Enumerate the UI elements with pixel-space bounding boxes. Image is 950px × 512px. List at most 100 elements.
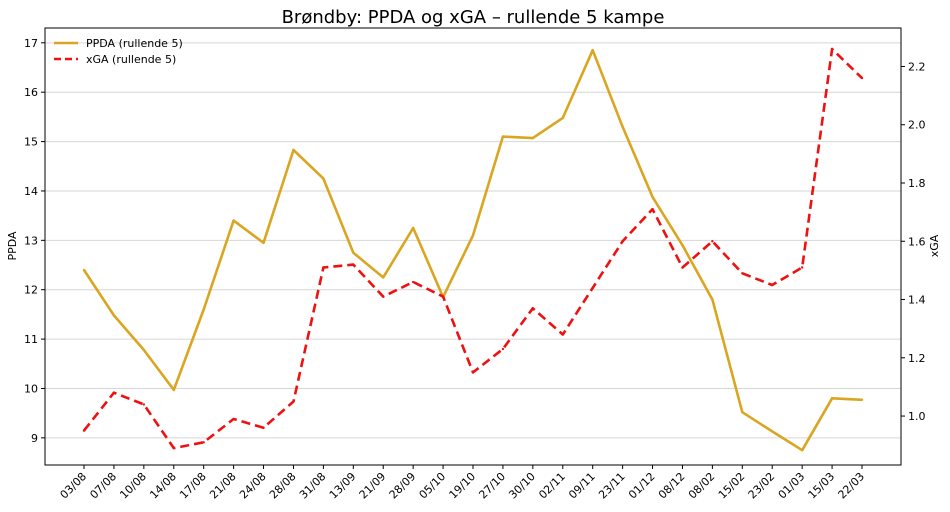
left-tick-label: 15 — [24, 136, 38, 149]
left-tick-label: 16 — [24, 86, 38, 99]
xga-point — [651, 208, 654, 211]
xga-point — [561, 333, 564, 336]
legend-label-xga: xGA (rullende 5) — [86, 53, 176, 66]
ppda-point — [471, 234, 475, 237]
left-axis-label: PPDA — [6, 231, 19, 261]
xga-point — [471, 371, 475, 374]
right-axis: 1.0 1.2 1.4 1.6 1.8 2.0 2.2 — [901, 60, 926, 423]
xga-point — [591, 286, 594, 290]
ppda-point — [681, 244, 684, 247]
x-tick-label: 21/08 — [207, 470, 239, 502]
x-tick-label: 05/10 — [417, 470, 449, 502]
ppda-point — [860, 398, 864, 402]
x-tick-label: 31/08 — [297, 470, 329, 502]
xga-point — [322, 266, 325, 269]
ppda-point — [771, 430, 774, 433]
ppda-point — [382, 276, 385, 279]
xga-point — [382, 295, 385, 298]
series-line-ppda — [82, 48, 863, 452]
left-tick-label: 11 — [24, 333, 38, 346]
x-tick-label: 02/11 — [536, 470, 568, 502]
xga-point — [711, 240, 714, 243]
x-tick-label: 19/10 — [447, 470, 479, 502]
x-tick-label: 10/08 — [117, 470, 149, 502]
xga-point — [112, 391, 116, 394]
x-tick-label: 22/03 — [836, 470, 868, 502]
right-tick-label: 1.4 — [908, 294, 926, 307]
x-tick-label: 01/12 — [626, 470, 658, 502]
xga-point — [172, 446, 175, 450]
ppda-point — [830, 397, 834, 400]
xga-point — [352, 263, 355, 266]
ppda-point — [292, 148, 295, 152]
xga-point — [411, 280, 415, 284]
xga-point — [860, 76, 864, 80]
xga-point — [800, 266, 804, 269]
x-tick-label: 08/12 — [656, 470, 688, 502]
x-tick-label: 14/08 — [147, 470, 179, 502]
x-tick-label: 15/02 — [716, 470, 748, 502]
gridlines — [45, 42, 901, 439]
left-tick-label: 9 — [31, 432, 38, 445]
left-tick-label: 17 — [24, 37, 38, 50]
x-tick-label: 17/08 — [177, 470, 209, 502]
series-layer — [82, 47, 864, 452]
ppda-point — [800, 448, 804, 452]
ppda-point — [501, 135, 505, 138]
x-tick-label: 03/08 — [58, 470, 90, 502]
xga-point — [830, 47, 834, 51]
right-tick-label: 1.8 — [908, 177, 926, 190]
x-tick-label: 27/10 — [476, 470, 508, 502]
left-tick-label: 10 — [24, 382, 38, 395]
ppda-point — [561, 116, 564, 120]
x-tick-label: 30/10 — [506, 470, 538, 502]
x-tick-label: 23/11 — [596, 470, 628, 502]
ppda-point — [322, 177, 325, 180]
ppda-point — [591, 49, 594, 52]
ppda-point — [531, 136, 535, 140]
xga-point — [82, 429, 86, 432]
x-tick-label: 08/02 — [686, 470, 718, 502]
xga-point — [531, 307, 535, 310]
ppda-point — [621, 125, 624, 128]
x-tick-label: 28/08 — [267, 470, 299, 502]
ppda-point — [711, 298, 714, 301]
xga-point — [262, 426, 265, 429]
x-tick-label: 21/09 — [357, 470, 389, 502]
xga-point — [501, 347, 505, 351]
legend-label-ppda: PPDA (rullende 5) — [86, 37, 183, 50]
right-tick-label: 2.0 — [908, 119, 926, 132]
ppda-point — [352, 251, 355, 254]
ppda-point — [232, 219, 235, 222]
x-tick-label: 28/09 — [387, 470, 419, 502]
xga-point — [681, 266, 684, 269]
right-tick-label: 1.0 — [908, 410, 926, 423]
xga-point — [771, 283, 774, 287]
ppda-point — [411, 226, 415, 230]
ppda-point — [112, 314, 116, 317]
chart-title: Brøndby: PPDA og xGA – rullende 5 kampe — [282, 7, 665, 28]
xga-point — [232, 417, 235, 421]
x-tick-label: 07/08 — [87, 470, 119, 502]
xga-point — [202, 441, 205, 444]
ppda-point — [651, 195, 654, 199]
xga-point — [741, 272, 744, 275]
right-tick-label: 2.2 — [908, 60, 926, 73]
left-axis: 9 10 11 12 13 14 15 16 17 — [24, 37, 45, 445]
x-tick-label: 01/03 — [776, 470, 808, 502]
xga-point — [142, 403, 146, 406]
ppda-point — [202, 308, 205, 311]
right-tick-label: 1.2 — [908, 352, 926, 365]
x-tick-label: 09/11 — [566, 470, 598, 502]
x-tick-label: 15/03 — [806, 470, 838, 502]
ppda-point — [741, 410, 744, 414]
ppda-point — [172, 388, 175, 392]
left-tick-label: 14 — [24, 185, 38, 198]
xga-point — [292, 400, 295, 403]
ppda-point — [142, 348, 146, 352]
left-tick-label: 12 — [24, 284, 38, 297]
left-tick-label: 13 — [24, 234, 38, 247]
right-axis-label: xGA — [928, 234, 941, 257]
ppda-point — [82, 268, 86, 272]
